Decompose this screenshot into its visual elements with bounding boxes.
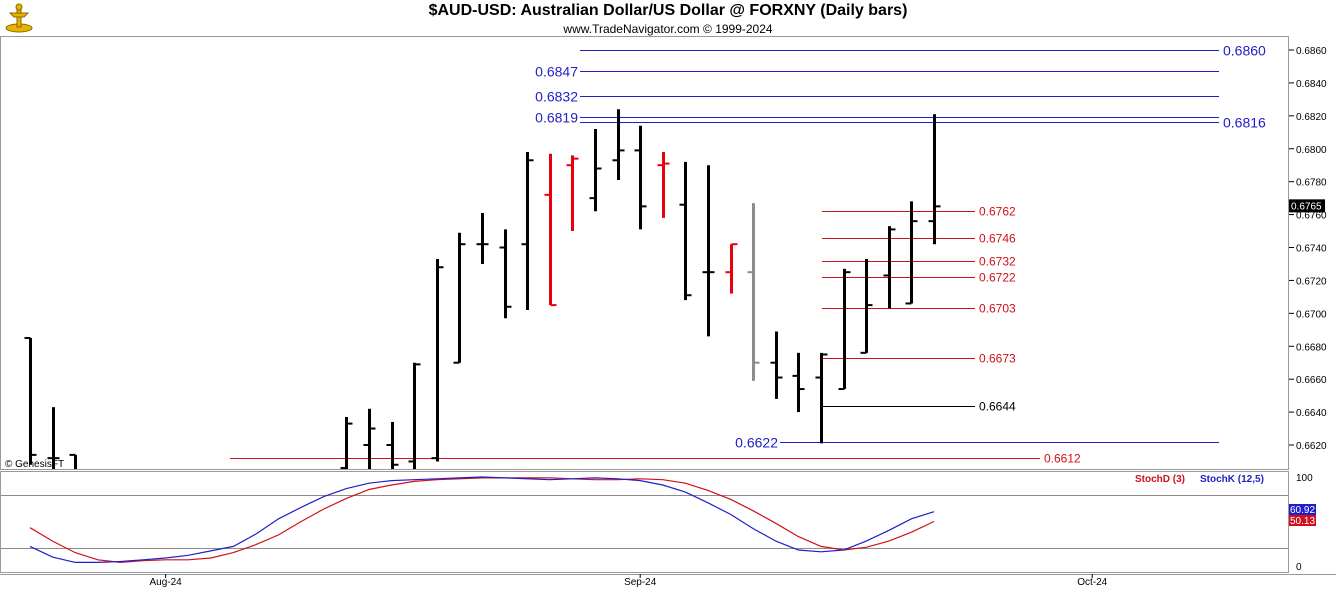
chart-subtitle: www.TradeNavigator.com © 1999-2024 xyxy=(563,22,773,36)
last-price-label: 0.6765 xyxy=(1291,201,1322,212)
level-label-9: 0.6703 xyxy=(979,302,1016,316)
price-tick-12: 0.6860 xyxy=(1296,46,1327,57)
stoch-last-value-0: 60.92 xyxy=(1290,505,1315,516)
price-bars xyxy=(24,109,941,470)
level-label-13: 0.6612 xyxy=(1044,452,1081,466)
price-bar-2 xyxy=(69,453,77,469)
price-panel-frame xyxy=(0,36,1289,470)
price-bar-29 xyxy=(679,161,692,301)
price-tick-0: 0.6620 xyxy=(1296,441,1327,452)
level-label-6: 0.6746 xyxy=(979,232,1016,246)
price-bar-1 xyxy=(47,407,60,469)
price-tick-6: 0.6740 xyxy=(1296,244,1327,255)
level-label-2: 0.6832 xyxy=(535,89,578,105)
price-tick-11: 0.6840 xyxy=(1296,79,1327,90)
stoch-last-badge-1 xyxy=(1289,515,1316,526)
level-label-1: 0.6847 xyxy=(535,64,578,80)
price-tick-9: 0.6800 xyxy=(1296,145,1327,156)
date-tick-2: Oct-24 xyxy=(1077,577,1107,588)
stoch-tick-1: 100 xyxy=(1296,473,1313,484)
trade-navigator-logo-icon xyxy=(5,3,33,33)
stoch-last-badge-0 xyxy=(1289,504,1316,515)
price-bar-38 xyxy=(883,226,896,309)
level-label-4: 0.6816 xyxy=(1223,115,1266,131)
price-bar-25 xyxy=(589,129,602,212)
price-tick-1: 0.6640 xyxy=(1296,408,1327,419)
price-bar-40 xyxy=(928,114,941,245)
price-bar-32 xyxy=(747,203,760,381)
stoch-legend-0: StochD (3) xyxy=(1135,474,1185,485)
price-bar-0 xyxy=(24,337,37,465)
price-bar-36 xyxy=(838,268,851,391)
price-bar-16 xyxy=(386,421,399,469)
level-label-8: 0.6722 xyxy=(979,271,1016,285)
price-tick-7: 0.6760 xyxy=(1296,211,1327,222)
stoch-legend-1: StochK (12,5) xyxy=(1200,474,1264,485)
price-bar-15 xyxy=(363,408,376,469)
price-bar-35 xyxy=(815,352,828,444)
price-bar-33 xyxy=(770,331,783,399)
level-lines: 0.6860 0.6847 0.6832 0.6819 0.6816 0.6762 0.67… xyxy=(230,43,1266,466)
price-bar-26 xyxy=(612,109,625,181)
level-label-11: 0.6644 xyxy=(979,400,1016,414)
price-bar-30 xyxy=(702,165,715,337)
price-bar-18 xyxy=(431,259,444,462)
level-label-7: 0.6732 xyxy=(979,255,1016,269)
price-bar-34 xyxy=(792,352,805,413)
price-bar-21 xyxy=(499,229,512,319)
price-tick-4: 0.6700 xyxy=(1296,309,1327,320)
price-bar-37 xyxy=(860,259,873,354)
price-bar-28 xyxy=(657,152,670,218)
price-bar-19 xyxy=(453,232,466,364)
price-bar-14 xyxy=(340,417,353,470)
price-bar-17 xyxy=(408,362,421,469)
level-label-12: 0.6622 xyxy=(735,435,778,451)
price-tick-8: 0.6780 xyxy=(1296,178,1327,189)
date-tick-1: Sep-24 xyxy=(624,577,657,588)
stoch-panel-frame xyxy=(0,471,1289,573)
price-bar-23 xyxy=(544,153,557,307)
price-tick-3: 0.6680 xyxy=(1296,342,1327,353)
price-bar-20 xyxy=(476,212,489,264)
price-bar-24 xyxy=(566,155,579,232)
price-tick-5: 0.6720 xyxy=(1296,276,1327,287)
level-label-5: 0.6762 xyxy=(979,205,1016,219)
last-price-badge xyxy=(1289,199,1325,213)
date-axis: Aug-24 Sep-24 Oct-24 xyxy=(149,574,1108,588)
price-tick-2: 0.6660 xyxy=(1296,375,1327,386)
stoch-line-stoch_k xyxy=(29,476,935,564)
price-bar-27 xyxy=(634,125,647,230)
stoch-line-stoch_d xyxy=(29,477,935,564)
chart-title: $AUD-USD: Australian Dollar/US Dollar @ … xyxy=(428,2,908,19)
level-label-0: 0.6860 xyxy=(1223,43,1266,59)
price-axis: 0.6620 0.6640 0.6660 0.6680 0.6700 0.6720 0.67… xyxy=(1289,46,1327,452)
price-tick-10: 0.6820 xyxy=(1296,112,1327,123)
price-bar-22 xyxy=(521,152,534,311)
price-bar-39 xyxy=(905,201,918,305)
stoch-last-value-1: 50.13 xyxy=(1290,516,1315,527)
watermark: © GenesisFT xyxy=(5,459,64,470)
price-bar-31 xyxy=(725,243,738,294)
level-label-3: 0.6819 xyxy=(535,110,578,126)
level-label-10: 0.6673 xyxy=(979,352,1016,366)
date-tick-0: Aug-24 xyxy=(149,577,182,588)
stoch-tick-0: 0 xyxy=(1296,562,1302,573)
